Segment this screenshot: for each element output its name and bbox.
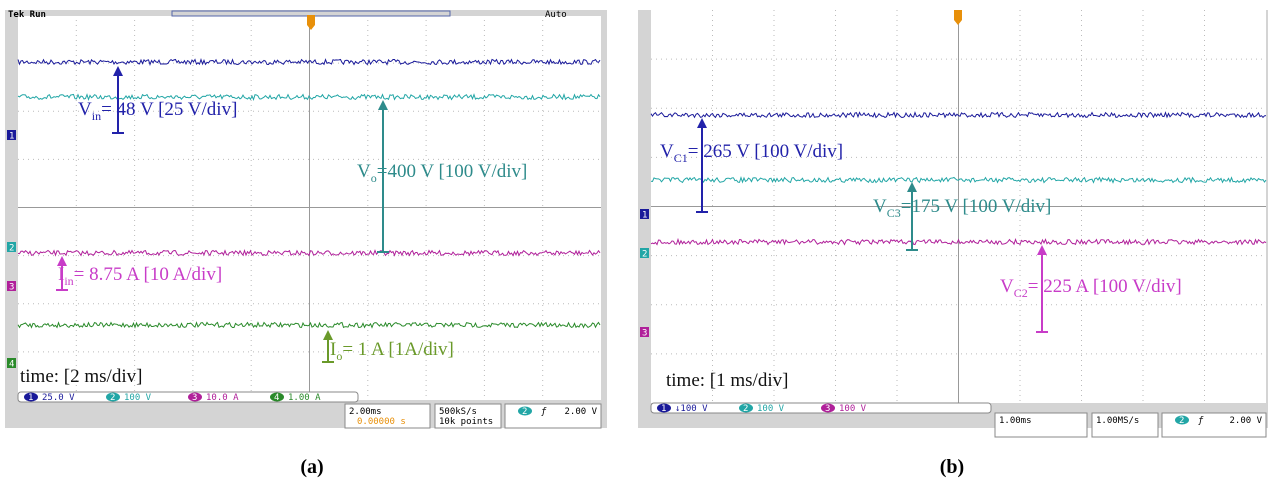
annotation-base: V — [873, 196, 887, 217]
record-length: 10k points — [439, 417, 493, 427]
channel-marker-label: 1 — [9, 132, 14, 142]
trigger-slope: ƒ — [1198, 416, 1204, 426]
annotation: VC2= 225 A [100 V/div] — [1000, 276, 1182, 300]
sample-rate: 1.00MS/s — [1096, 416, 1139, 426]
annotation: Io= 1 A [1A/div] — [330, 339, 454, 363]
scope-panel: 1 2 3 1 ↓100 V 2 100 V 3 100 V 1.00ms 1.00MS/s 2 ƒ 2.… — [638, 10, 1268, 478]
channel-number: 1 — [661, 404, 666, 414]
channel-marker-label: 4 — [9, 360, 14, 370]
channel-scale: 25.0 V — [42, 393, 75, 403]
annotation-sub: in — [64, 274, 73, 288]
channel-scale: 100 V — [124, 393, 152, 403]
time-label: time: [2 ms/div] — [20, 366, 142, 387]
channel-number: 1 — [28, 393, 33, 403]
annotation-sub: C2 — [1014, 286, 1028, 300]
annotation-rest: = 48 V [25 V/div] — [101, 99, 237, 120]
channel-number: 2 — [110, 393, 115, 403]
annotation-sub: in — [92, 109, 101, 123]
annotation-base: V — [1000, 276, 1014, 297]
annotation-base: V — [78, 99, 92, 120]
figure: Tek Run Auto 1 2 3 4 1 25.0 V 2 100 V 3 10.0 A 4 1.00… — [0, 0, 1269, 482]
caption: (b) — [940, 456, 964, 478]
scope-panel: Tek Run Auto 1 2 3 4 1 25.0 V 2 100 V 3 10.0 A 4 1.00… — [5, 10, 607, 478]
trigger-channel: 2 — [522, 407, 527, 417]
trigger-channel: 2 — [1179, 416, 1184, 426]
annotation-sub: C1 — [674, 151, 688, 165]
status: Tek Run — [8, 10, 46, 20]
trigger-time: 0.00000 s — [357, 417, 406, 427]
time-label: time: [1 ms/div] — [666, 370, 788, 391]
channel-marker-label: 3 — [9, 283, 14, 293]
trigger-level: 2.00 V — [1229, 416, 1262, 426]
annotation-rest: = 265 V [100 V/div] — [688, 141, 843, 162]
trigger-slope: ƒ — [541, 407, 547, 417]
timebase: 2.00ms — [349, 407, 382, 417]
annotation-base: V — [357, 161, 371, 182]
annotation-rest: = 8.75 A [10 A/div] — [74, 264, 222, 285]
annotation: Vo=400 V [100 V/div] — [357, 161, 527, 185]
annotation-rest: =175 V [100 V/div] — [901, 196, 1052, 217]
annotation: VC1= 265 V [100 V/div] — [660, 141, 843, 165]
annotation-sub: C3 — [887, 206, 901, 220]
sample-rate: 500kS/s — [439, 407, 477, 417]
annotation-rest: = 1 A [1A/div] — [342, 339, 454, 360]
channel-scale: 1.00 A — [288, 393, 321, 403]
annotation-rest: =400 V [100 V/div] — [377, 161, 528, 182]
channel-scale: 100 V — [839, 404, 867, 414]
channel-marker-label: 1 — [642, 211, 647, 221]
annotation-rest: = 225 A [100 V/div] — [1028, 276, 1182, 297]
channel-marker-label: 2 — [642, 250, 647, 260]
channel-marker-label: 3 — [642, 329, 647, 339]
trigger-level: 2.00 V — [564, 407, 597, 417]
channel-number: 3 — [192, 393, 197, 403]
timebase: 1.00ms — [999, 416, 1032, 426]
caption: (a) — [300, 456, 323, 478]
channel-scale: ↓100 V — [675, 404, 708, 414]
channel-number: 4 — [274, 393, 279, 403]
channel-marker-label: 2 — [9, 244, 14, 254]
trigger-mode: Auto — [545, 10, 567, 20]
annotation: Iin= 8.75 A [10 A/div] — [58, 264, 222, 288]
annotation-base: V — [660, 141, 674, 162]
channel-number: 3 — [825, 404, 830, 414]
channel-scale: 100 V — [757, 404, 785, 414]
channel-scale: 10.0 A — [206, 393, 239, 403]
channel-number: 2 — [743, 404, 748, 414]
annotation: Vin= 48 V [25 V/div] — [78, 99, 237, 123]
